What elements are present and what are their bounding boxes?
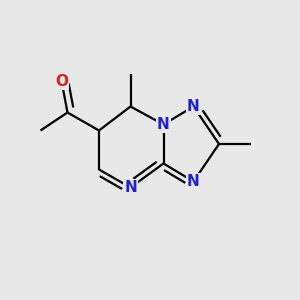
Text: N: N <box>124 180 137 195</box>
Text: N: N <box>187 174 200 189</box>
Text: O: O <box>55 74 68 88</box>
Text: N: N <box>157 117 170 132</box>
Text: N: N <box>187 99 200 114</box>
